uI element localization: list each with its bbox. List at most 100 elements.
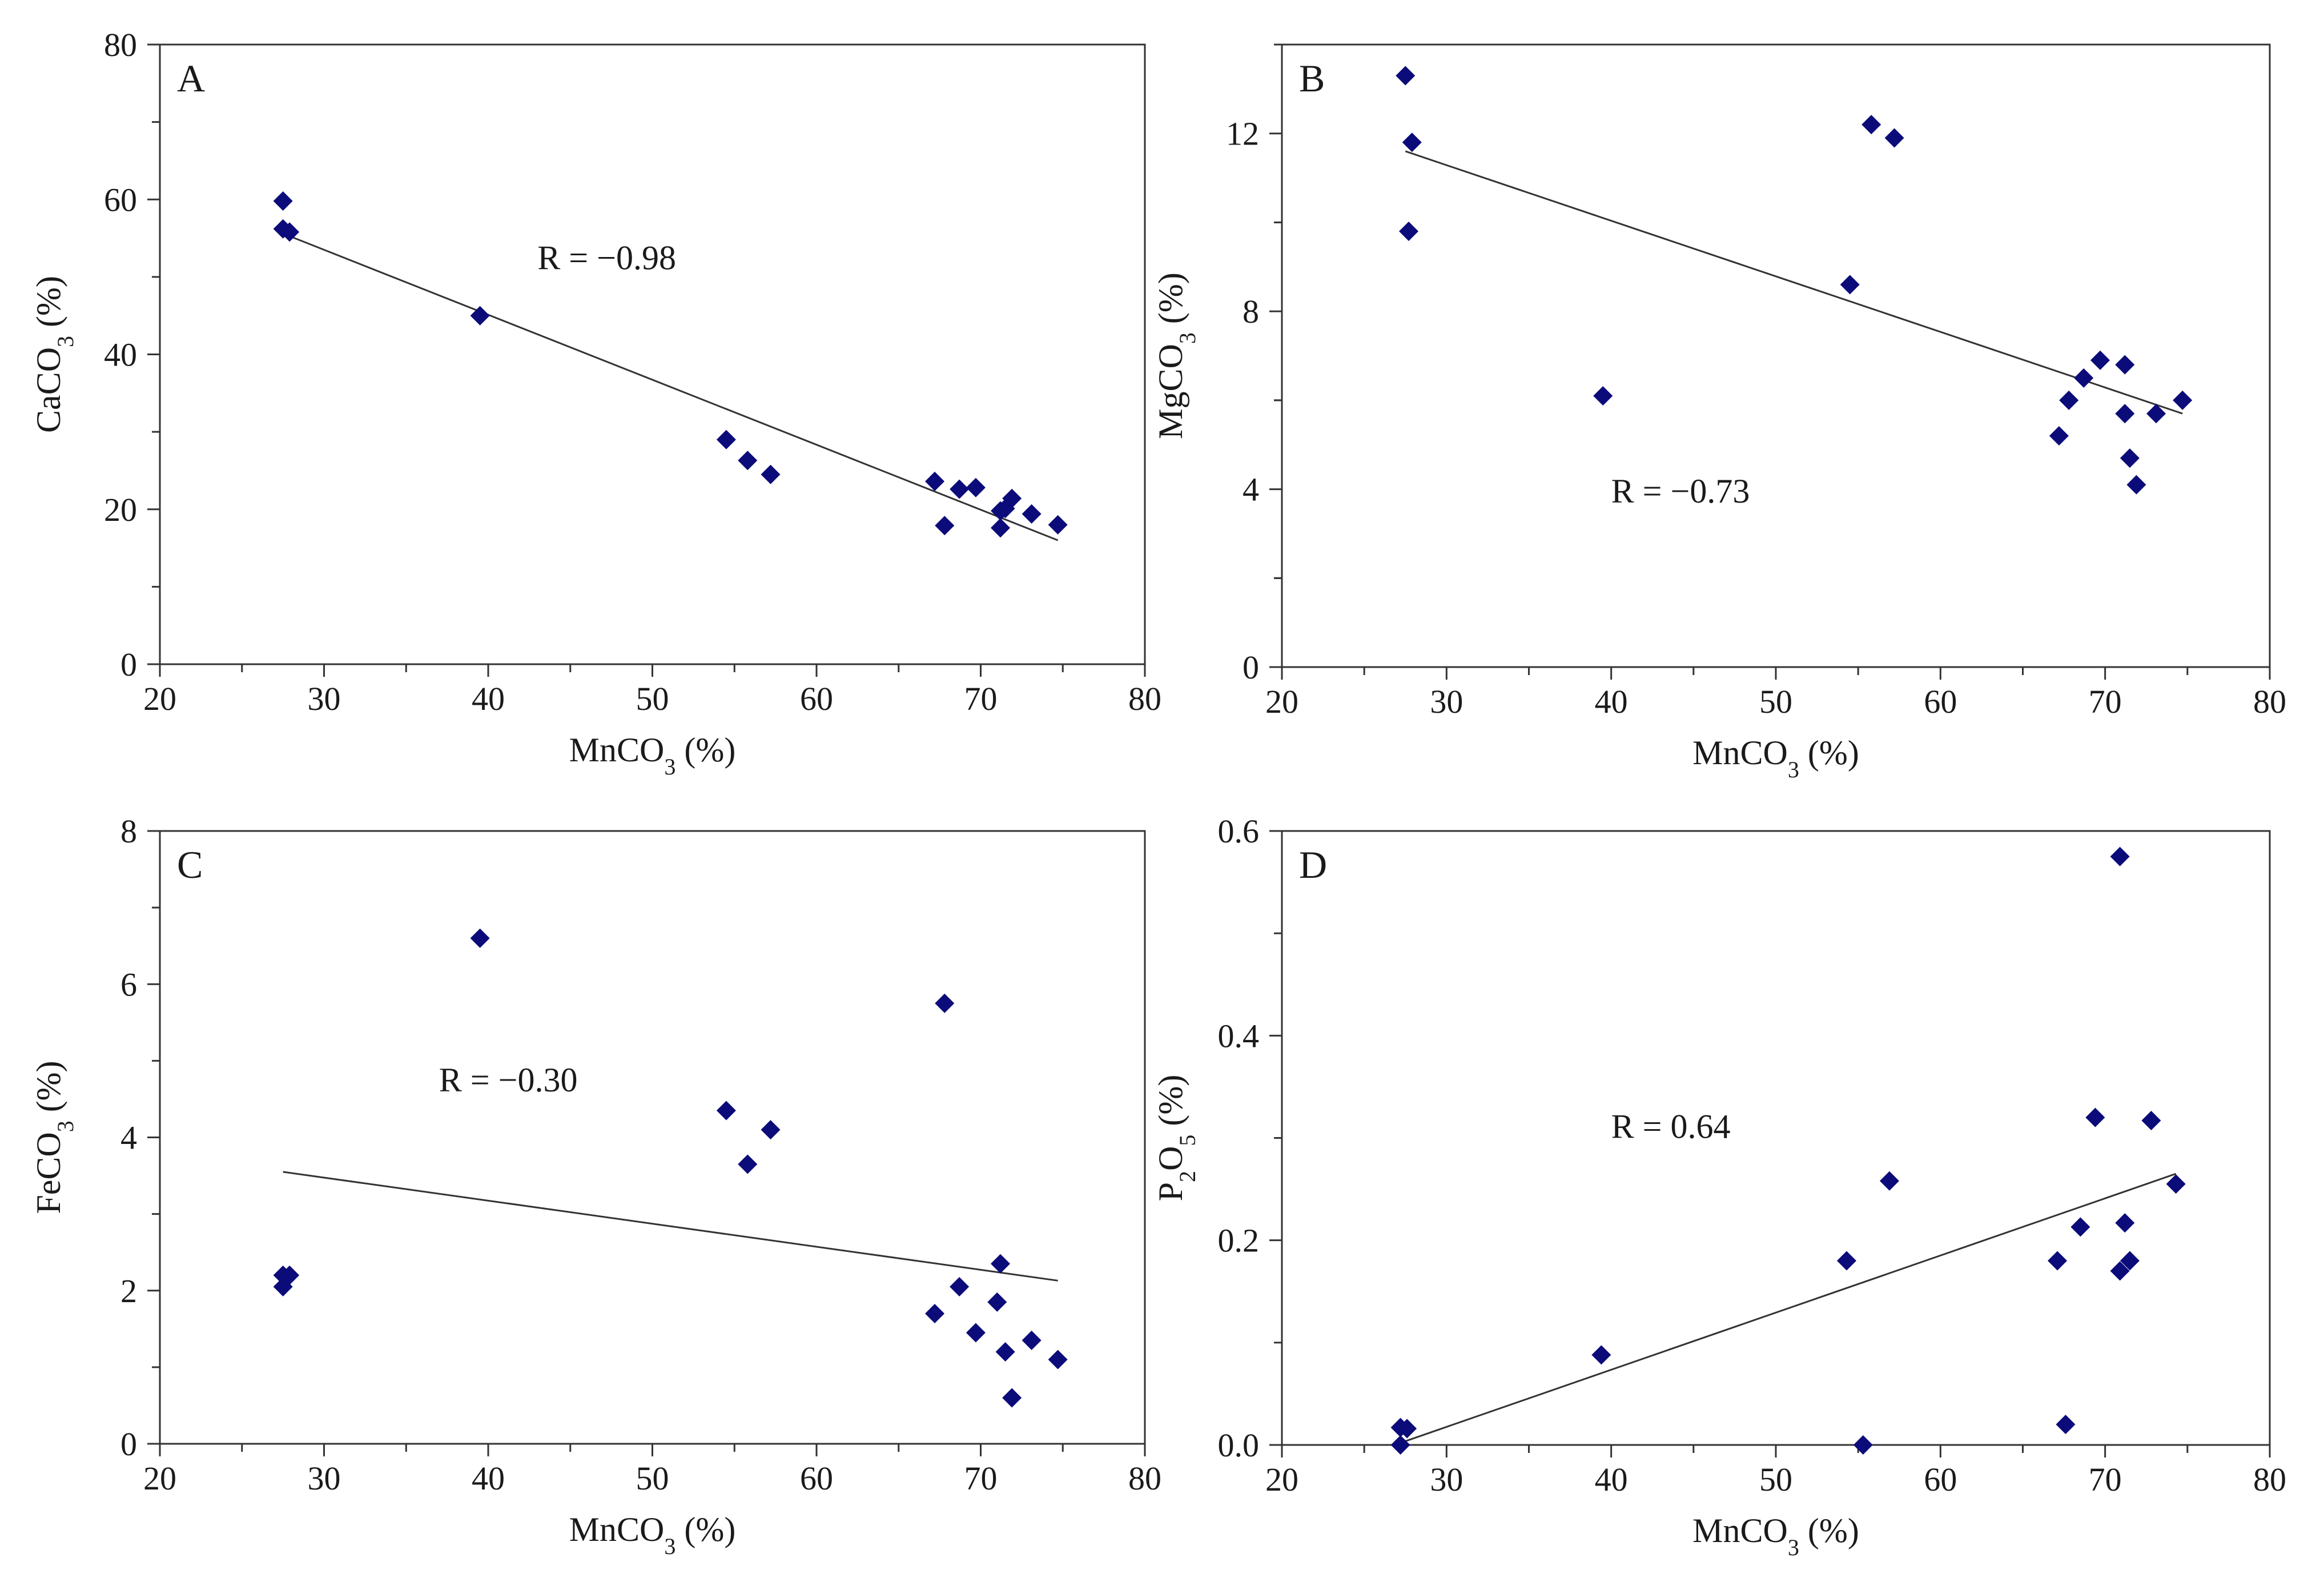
data-point [2059,390,2079,410]
data-point [925,1303,944,1323]
data-point [935,993,955,1013]
y-tick-label: 0 [120,646,137,683]
y-tick-label: 6 [120,966,137,1003]
data-point [2110,1261,2130,1281]
y-tick-label: 0.2 [1218,1222,1260,1259]
panel-letter: A [177,57,205,100]
x-tick-label: 80 [1128,1460,1161,1497]
x-axis-title: MnCO3 (%) [1692,734,1859,782]
data-point [1591,1345,1611,1365]
r-value-label: R = −0.98 [537,239,676,276]
panel-letter: B [1299,57,1325,100]
data-point [1840,275,1860,295]
x-tick-label: 60 [1924,1461,1957,1498]
y-tick-label: 0 [120,1426,137,1463]
x-tick-label: 40 [472,1460,505,1497]
x-tick-label: 20 [143,680,176,717]
y-axis-title-part: 3 [53,1121,78,1132]
trend-line [1400,1173,2177,1444]
data-point [1002,488,1022,508]
data-point [2141,1111,2161,1131]
x-axis-title-part: (%) [1799,1512,1859,1549]
data-point [1861,115,1881,135]
data-point [716,1101,736,1121]
y-tick-label: 4 [1243,471,1259,508]
data-point [280,1265,300,1285]
x-tick-label: 80 [2253,683,2286,720]
data-point [950,1277,970,1297]
data-point [2115,355,2135,375]
data-point [925,471,944,491]
y-tick-label: 8 [120,813,137,850]
data-point [1048,1350,1068,1370]
y-axis-title-part: 2 [1175,1171,1200,1182]
x-axis-title-part: MnCO [1692,734,1788,772]
x-tick-label: 70 [964,680,998,717]
r-value-label: R = 0.64 [1611,1108,1731,1146]
x-tick-label: 30 [1430,683,1463,720]
data-point [470,306,490,326]
data-point [273,191,293,211]
y-axis-title-part: FeCO [30,1132,67,1214]
y-axis-title-part: (%) [1152,272,1189,332]
data-point [2090,350,2110,370]
data-point [761,464,781,484]
x-tick-label: 50 [1759,1461,1792,1498]
x-tick-label: 30 [308,680,341,717]
data-point [1593,386,1613,406]
x-axis-title-part: 3 [1788,757,1799,782]
trend-line [283,232,1059,541]
x-tick-label: 40 [1595,1461,1628,1498]
x-tick-label: 70 [2089,1461,2122,1498]
y-tick-label: 2 [120,1272,137,1310]
y-tick-label: 4 [120,1119,137,1157]
x-axis-title-part: (%) [1799,734,1859,772]
data-point [1048,515,1068,535]
data-point [1397,1419,1417,1439]
y-axis-title-part: P [1152,1182,1189,1201]
data-point [991,1254,1010,1274]
y-tick-label: 0 [1243,649,1259,686]
y-tick-label: 12 [1226,115,1259,152]
y-tick-label: 60 [104,181,137,218]
data-point [716,429,736,449]
x-tick-label: 50 [636,680,669,717]
x-tick-label: 80 [1128,680,1161,717]
y-axis-title-part: (%) [30,1061,67,1121]
y-tick-label: 80 [104,26,137,63]
x-axis-title-part: (%) [676,1511,735,1548]
y-axis-title-part: 3 [53,336,78,347]
x-tick-label: 50 [1759,683,1792,720]
x-tick-label: 60 [1924,683,1957,720]
data-point [1002,1388,1022,1408]
y-axis-title: FeCO3 (%) [30,1061,78,1214]
data-point [2085,1107,2105,1127]
data-point [995,1342,1015,1362]
data-point [935,516,955,536]
y-tick-label: 40 [104,336,137,374]
y-tick-label: 8 [1243,293,1259,330]
data-point [950,479,970,499]
x-tick-label: 80 [2253,1461,2286,1498]
x-tick-label: 20 [1265,1461,1298,1498]
data-point [1022,1330,1042,1350]
data-point [738,451,758,471]
data-point [2166,1174,2186,1194]
x-tick-label: 70 [964,1460,998,1497]
data-point [1399,222,1419,241]
y-axis-title-part: 3 [1175,332,1200,344]
data-point [2126,475,2146,495]
r-value-label: R = −0.73 [1611,472,1750,510]
x-axis-title: MnCO3 (%) [1692,1512,1859,1560]
y-axis-title-part: (%) [30,276,67,336]
panel-letter: C [177,843,203,886]
trend-line [1405,150,2183,415]
data-point [1402,132,1422,152]
x-tick-label: 20 [143,1460,176,1497]
data-point [1396,66,1416,86]
